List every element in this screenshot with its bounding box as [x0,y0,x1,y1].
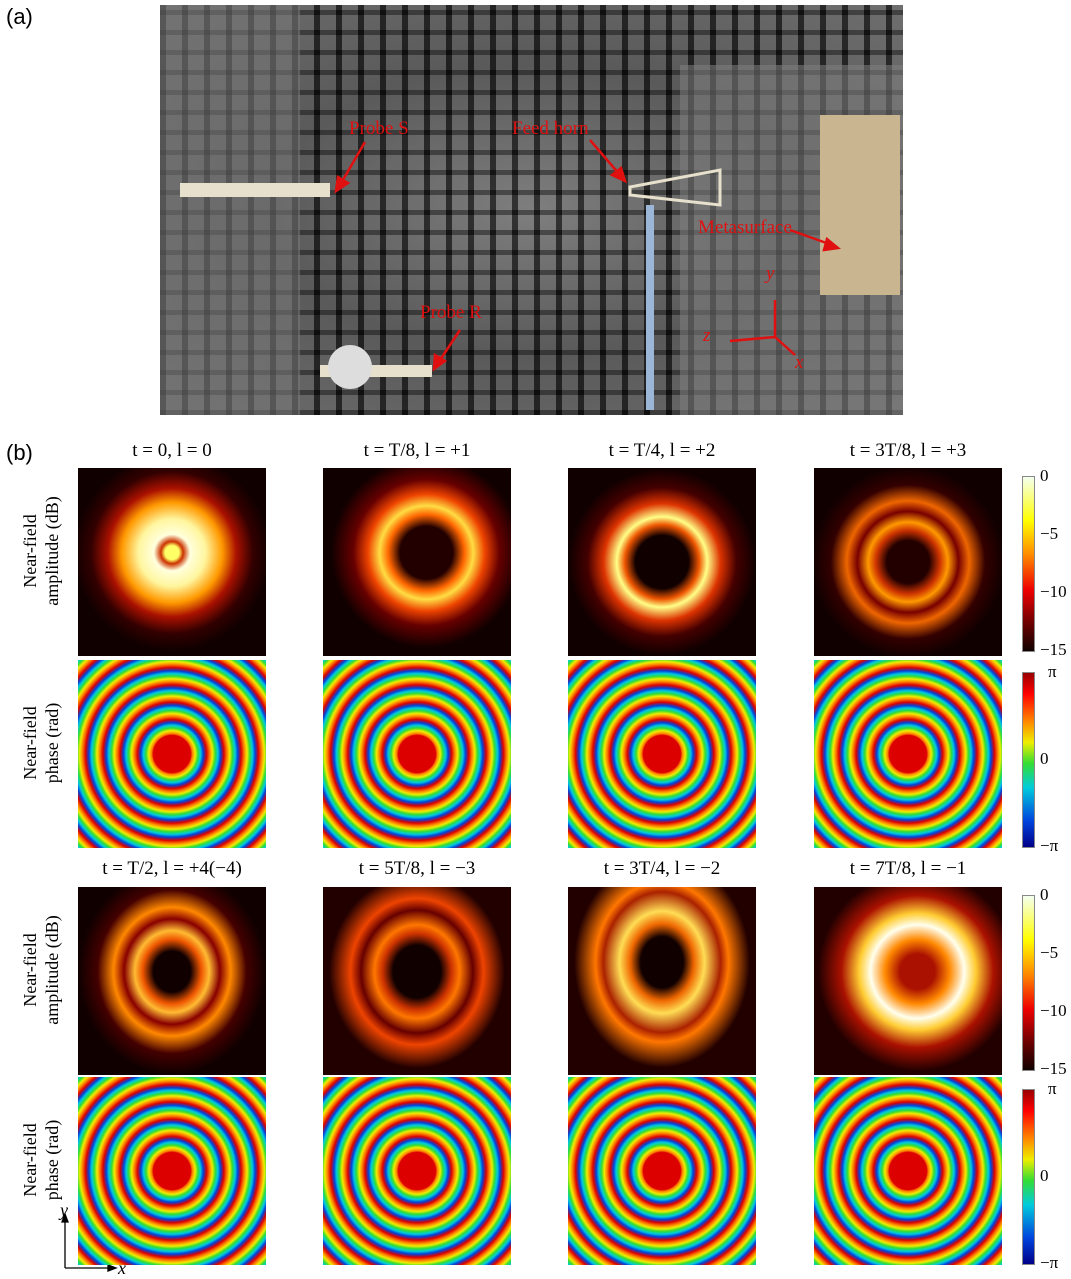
phase-map [814,660,1002,848]
metasurface [820,115,900,295]
row-label: Near-field [19,456,41,646]
phase-map [78,1077,266,1265]
phase-map [814,1077,1002,1265]
amplitude-map [568,468,756,656]
colorbar-tick-label: −5 [1040,943,1058,963]
colorbar-tick-label: −π [1040,836,1058,856]
absorber-left [160,5,300,415]
colorbar-tick-label: 0 [1040,466,1049,486]
axis-label: y [766,263,774,285]
colorbar-tick-label: −15 [1040,1059,1067,1079]
cable [646,205,654,410]
callout: Probe R [420,302,482,324]
colorbar-tick-label: −5 [1040,524,1058,544]
colorbar-tick-label: −10 [1040,1001,1067,1021]
row-label: Near-field [19,1065,41,1255]
colorbar-tick-label: 0 [1040,885,1049,905]
colorbar-tick-label: −15 [1040,640,1067,660]
probe-s [180,183,330,197]
amplitude-map [323,887,511,1075]
row-label: Near-field [19,875,41,1065]
phase-colorbar [1022,672,1035,848]
panel-label: (a) [6,4,33,30]
row-label: amplitude (dB) [41,875,63,1065]
phase-colorbar [1022,1089,1035,1265]
row-label: phase (rad) [41,648,63,838]
amplitude-colorbar [1022,476,1035,652]
photo-overlay [160,5,903,415]
phase-map [568,660,756,848]
colorbar-tick-label: π [1048,662,1057,682]
amplitude-colorbar [1022,895,1035,1071]
phase-map [568,1077,756,1265]
figure: (a) Probe S Feed horn Metasurface Probe … [0,0,1071,1279]
amplitude-map [78,468,266,656]
phase-map [78,660,266,848]
probe-r-mount [328,345,372,389]
amplitude-map [78,887,266,1075]
panel-title: t = T/4, l = +2 [542,440,782,462]
callout: Feed horn [512,118,589,140]
panel-title: t = T/2, l = +4(−4) [52,858,292,880]
panel-title: t = 0, l = 0 [52,440,292,462]
callout: Probe S [349,118,409,140]
panel-title: t = T/8, l = +1 [297,440,537,462]
amplitude-map [814,887,1002,1075]
phase-map [323,660,511,848]
panel-title: t = 7T/8, l = −1 [788,858,1028,880]
panel-title: t = 3T/4, l = −2 [542,858,782,880]
callout: Metasurface [698,217,792,239]
row-label: phase (rad) [41,1065,63,1255]
axis-label: x [795,352,803,374]
amplitude-map [568,887,756,1075]
colorbar-tick-label: π [1048,1079,1057,1099]
panel-title: t = 5T/8, l = −3 [297,858,537,880]
row-label: amplitude (dB) [41,456,63,646]
row-label: Near-field [19,648,41,838]
phase-map [323,1077,511,1265]
colorbar-tick-label: −π [1040,1253,1058,1273]
amplitude-map [323,468,511,656]
colorbar-tick-label: 0 [1040,749,1049,769]
panel-title: t = 3T/8, l = +3 [788,440,1028,462]
amplitude-map [814,468,1002,656]
colorbar-tick-label: −10 [1040,582,1067,602]
axis-label: z [703,325,710,347]
colorbar-tick-label: 0 [1040,1166,1049,1186]
